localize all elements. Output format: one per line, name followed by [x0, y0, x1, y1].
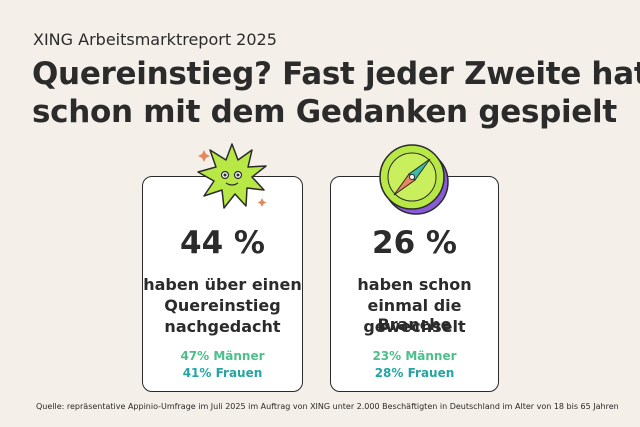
- card-text: Quereinstieg: [164, 296, 281, 315]
- card-text: haben über einen: [143, 275, 302, 294]
- breakdown: 28% Frauen: [374, 366, 455, 380]
- card-text: nachgedacht: [164, 317, 281, 336]
- title-line: schon mit dem Gedanken gespielt: [32, 94, 617, 130]
- subtitle: XING Arbeitsmarktreport 2025: [33, 30, 277, 49]
- compass-icon: [379, 144, 449, 215]
- breakdown: 41% Frauen: [182, 366, 263, 380]
- stat: 26 %: [372, 225, 457, 261]
- breakdown: 47% Männer: [180, 349, 265, 363]
- star-icon: [197, 143, 267, 209]
- stat-card: 26 % haben schon einmal die Branche gewe…: [330, 176, 499, 392]
- source: Quelle: repräsentative Appinio-Umfrage i…: [36, 402, 619, 411]
- card-text: haben schon: [357, 275, 472, 294]
- card-text: einmal die Branche: [367, 296, 462, 334]
- card-text: gewechselt: [363, 317, 466, 336]
- breakdown: 23% Männer: [372, 349, 457, 363]
- stat: 44 %: [180, 225, 265, 261]
- stat-card: 44 % haben über einen Quereinstieg nachg…: [142, 176, 303, 392]
- title-line: Quereinstieg? Fast jeder Zweite hat: [32, 56, 640, 92]
